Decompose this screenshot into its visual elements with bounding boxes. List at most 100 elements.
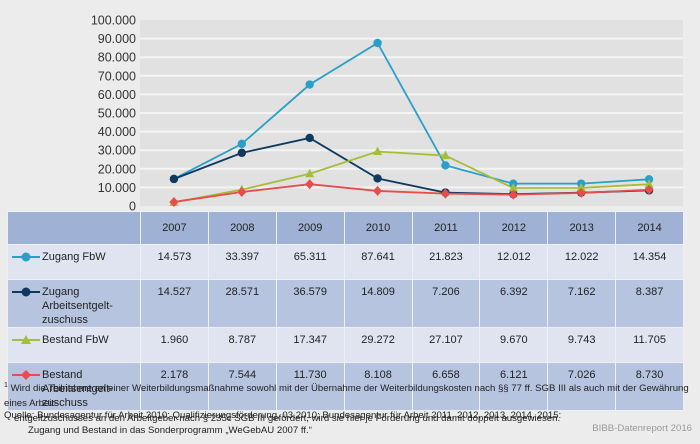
value-cell: 9.743 xyxy=(547,327,617,363)
series-line-3 xyxy=(173,183,650,203)
data-point xyxy=(373,38,382,48)
value-cell: 14.809 xyxy=(343,279,413,328)
table-row: Zugang Arbeitsentgelt-zuschuss 14.527 28.5… xyxy=(7,279,684,328)
footnote-line-1: Wird die Teilnahme an einer Weiterbildun… xyxy=(4,383,689,410)
footnote-line-2: entgeltzuschusses an den Arbeitgeber nac… xyxy=(14,413,561,425)
value-cell: 6.658 xyxy=(411,362,481,411)
series-label: Bestand Arbeitsentgelt-zuschuss xyxy=(42,368,140,410)
value-cell: 6.392 xyxy=(479,279,549,328)
series-label: Zugang FbW xyxy=(42,250,106,264)
series-label-line-2: zuschuss xyxy=(42,397,88,409)
data-point xyxy=(644,179,654,188)
data-point xyxy=(644,184,654,195)
value-cell: 36.579 xyxy=(275,279,345,328)
series-label-line-1: Bestand FbW xyxy=(42,334,109,346)
year-header: 2012 xyxy=(479,211,549,245)
y-tick-label: 30.000 xyxy=(98,144,136,158)
legend-diamond-icon xyxy=(12,370,40,380)
series-label-line-1: Bestand Arbeitsentgelt- xyxy=(42,369,113,395)
series-markers xyxy=(169,38,654,207)
data-point xyxy=(305,179,315,190)
value-cell: 27.107 xyxy=(411,327,481,363)
value-cell: 33.397 xyxy=(207,244,277,280)
data-point xyxy=(237,186,247,197)
legend-marker xyxy=(21,335,31,344)
y-tick-label: 60.000 xyxy=(98,88,136,102)
y-tick-label: 20.000 xyxy=(98,162,136,176)
data-point xyxy=(440,188,450,199)
data-point xyxy=(305,168,315,178)
footnote: 1 Wird die Teilnahme an einer Weiterbild… xyxy=(4,378,694,426)
year-header: 2011 xyxy=(411,211,481,245)
y-tick-label: 80.000 xyxy=(98,51,136,65)
table-header-row: 2007 2008 2009 2010 2011 2012 2013 2014 xyxy=(7,211,684,245)
credit-label: BIBB-Datenreport 2016 xyxy=(592,423,692,434)
legend-triangle-icon xyxy=(12,335,40,344)
series-line-2 xyxy=(173,150,650,204)
y-tick-label: 0 xyxy=(129,200,136,214)
data-point xyxy=(373,185,383,196)
value-cell: 7.206 xyxy=(411,279,481,328)
value-cell: 6.121 xyxy=(479,362,549,411)
data-point xyxy=(237,139,247,149)
year-header: 2013 xyxy=(547,211,617,245)
value-cell: 7.544 xyxy=(207,362,277,411)
data-point xyxy=(169,196,179,207)
value-cell: 8.387 xyxy=(615,279,684,328)
line-chart: 0 10.000 20.000 30.000 40.000 50.000 60.000 70.… xyxy=(91,14,683,214)
data-point xyxy=(576,182,586,192)
data-point xyxy=(508,183,518,192)
data-table: 2007 2008 2009 2010 2011 2012 2013 2014 Zugang … xyxy=(7,211,684,411)
series-label-cell: Zugang Arbeitsentgelt-zuschuss xyxy=(7,279,141,328)
value-cell: 87.641 xyxy=(343,244,413,280)
data-point xyxy=(508,189,518,200)
legend-circle-icon xyxy=(12,252,40,262)
data-point xyxy=(305,80,314,89)
series-label: Zugang Arbeitsentgelt-zuschuss xyxy=(42,285,140,327)
table-row: Bestand FbW 1.960 8.787 17.347 29.272 27.107 9… xyxy=(7,327,684,363)
header-empty-cell xyxy=(7,211,141,245)
data-point xyxy=(441,161,450,170)
value-cell: 17.347 xyxy=(275,327,345,363)
y-tick-label: 100.000 xyxy=(91,14,136,28)
data-point xyxy=(440,150,450,160)
series-label-cell: Bestand Arbeitsentgelt-zuschuss xyxy=(7,362,141,411)
value-cell: 12.012 xyxy=(479,244,549,280)
data-point xyxy=(373,146,383,156)
data-point xyxy=(576,187,586,198)
legend-circle-icon xyxy=(12,287,40,297)
year-header: 2007 xyxy=(140,211,209,245)
data-point xyxy=(169,174,179,184)
legend-marker xyxy=(21,370,31,380)
y-axis: 0 10.000 20.000 30.000 40.000 50.000 60.000 70.… xyxy=(91,14,136,214)
source-note: Quelle: Bundesagentur für Arbeit 2010: Q… xyxy=(4,408,694,438)
value-cell: 65.311 xyxy=(275,244,345,280)
series-label-line-1: Zugang Arbeitsentgelt- xyxy=(42,286,113,312)
value-cell: 29.272 xyxy=(343,327,413,363)
y-tick-label: 90.000 xyxy=(98,32,136,46)
table-row: Bestand Arbeitsentgelt-zuschuss 2.178 7.54… xyxy=(7,362,684,411)
value-cell: 9.670 xyxy=(479,327,549,363)
value-cell: 11.730 xyxy=(275,362,345,411)
series-label-line-1: Zugang FbW xyxy=(42,251,106,263)
value-cell: 12.022 xyxy=(547,244,617,280)
y-tick-label: 70.000 xyxy=(98,69,136,83)
value-cell: 7.026 xyxy=(547,362,617,411)
year-header: 2008 xyxy=(207,211,277,245)
legend-marker xyxy=(21,252,31,262)
source-line-2: Zugang und Bestand in das Sonderprogramm… xyxy=(28,425,312,436)
series-label: Bestand FbW xyxy=(42,333,109,347)
value-cell: 11.705 xyxy=(615,327,684,363)
footnote-marker: 1 xyxy=(4,382,8,389)
legend-marker xyxy=(21,287,31,297)
value-cell: 21.823 xyxy=(411,244,481,280)
year-header: 2010 xyxy=(343,211,413,245)
value-cell: 14.527 xyxy=(140,279,209,328)
year-header: 2014 xyxy=(615,211,684,245)
value-cell: 7.162 xyxy=(547,279,617,328)
value-cell: 8.787 xyxy=(207,327,277,363)
series-lines xyxy=(173,41,650,204)
series-label-line-2: zuschuss xyxy=(42,314,88,326)
value-cell: 14.354 xyxy=(615,244,684,280)
y-tick-label: 40.000 xyxy=(98,125,136,139)
